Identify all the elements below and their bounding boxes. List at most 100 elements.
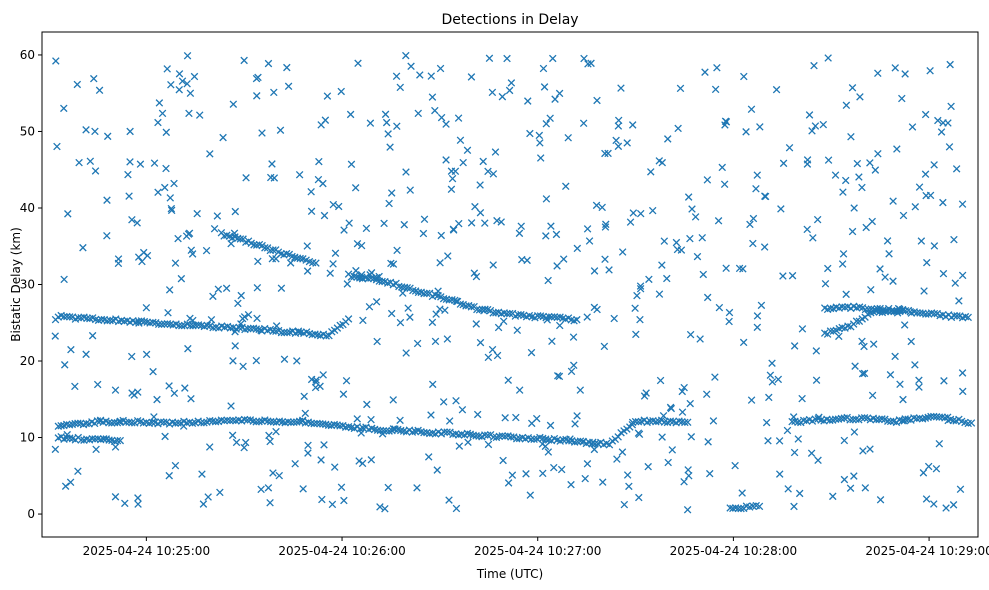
data-point — [794, 435, 803, 443]
data-point — [358, 459, 367, 468]
data-point — [261, 244, 269, 252]
data-point — [725, 317, 733, 326]
data-point — [677, 246, 686, 254]
data-point — [203, 321, 211, 330]
data-point — [223, 416, 231, 425]
data-point — [359, 316, 367, 325]
data-point — [601, 223, 610, 231]
data-point — [749, 239, 757, 248]
data-point — [194, 321, 203, 329]
data-point — [916, 309, 924, 317]
data-point — [330, 463, 339, 471]
data-point — [244, 310, 253, 319]
data-point — [749, 214, 758, 223]
data-point — [202, 246, 211, 255]
data-point — [772, 85, 781, 94]
data-point — [808, 127, 816, 135]
data-point — [65, 313, 74, 321]
data-point — [436, 305, 444, 313]
data-point — [283, 63, 291, 72]
data-point — [674, 124, 682, 133]
data-point — [237, 291, 245, 300]
data-point — [187, 246, 196, 255]
data-point — [944, 416, 952, 425]
data-point — [181, 384, 189, 392]
data-point — [476, 208, 485, 217]
data-point — [652, 418, 660, 426]
data-point — [439, 294, 448, 303]
data-point — [178, 77, 187, 85]
data-point — [317, 456, 325, 464]
data-point — [846, 484, 855, 492]
data-point — [437, 231, 446, 240]
data-point — [385, 199, 393, 208]
data-point — [219, 133, 227, 142]
data-point — [161, 432, 169, 441]
data-point — [419, 229, 428, 238]
data-point — [312, 259, 320, 267]
data-point — [391, 425, 399, 433]
data-point — [580, 54, 588, 63]
data-point — [499, 456, 507, 465]
data-point — [473, 410, 482, 419]
data-point — [206, 416, 214, 425]
data-point — [198, 470, 206, 478]
data-point — [484, 440, 493, 449]
data-point — [942, 504, 950, 512]
data-point — [97, 315, 106, 324]
data-point — [367, 415, 375, 424]
data-point — [195, 111, 204, 119]
data-point — [688, 205, 696, 213]
data-point — [841, 303, 849, 312]
data-point — [276, 126, 285, 134]
data-point — [829, 492, 837, 501]
data-point — [958, 271, 967, 280]
data-point — [879, 306, 887, 314]
data-point — [485, 54, 494, 63]
data-point — [476, 338, 485, 347]
data-point — [551, 95, 559, 103]
data-point — [355, 457, 363, 465]
data-point — [303, 267, 312, 275]
data-point — [61, 482, 70, 490]
data-point — [811, 122, 820, 130]
data-point — [299, 485, 307, 493]
data-point — [307, 419, 315, 428]
data-point — [433, 466, 442, 474]
data-point — [153, 395, 161, 404]
data-point — [286, 259, 295, 267]
data-point — [686, 234, 694, 243]
data-point — [88, 434, 97, 443]
data-point — [821, 279, 830, 288]
data-point — [753, 323, 762, 332]
data-point — [266, 499, 274, 507]
data-point — [452, 397, 460, 405]
data-point — [210, 224, 219, 233]
data-point — [381, 110, 390, 119]
data-point — [850, 472, 858, 480]
data-point — [239, 362, 247, 371]
data-point — [729, 504, 737, 513]
data-point — [264, 484, 273, 492]
data-point — [861, 305, 870, 314]
data-point — [205, 443, 214, 451]
data-point — [115, 418, 124, 426]
data-point — [495, 432, 504, 441]
data-point — [915, 376, 923, 385]
data-point — [864, 305, 873, 314]
data-point — [610, 314, 618, 323]
data-point — [89, 74, 98, 83]
data-point — [584, 60, 592, 68]
data-point — [555, 372, 564, 381]
data-point — [140, 317, 149, 326]
data-point — [691, 213, 700, 221]
data-point — [507, 79, 516, 87]
data-point — [184, 344, 192, 353]
data-point — [234, 299, 242, 308]
data-point — [166, 194, 175, 202]
data-point — [803, 160, 812, 168]
data-point — [908, 123, 917, 131]
data-point — [899, 211, 908, 220]
data-point — [389, 396, 398, 404]
data-point — [367, 456, 376, 464]
